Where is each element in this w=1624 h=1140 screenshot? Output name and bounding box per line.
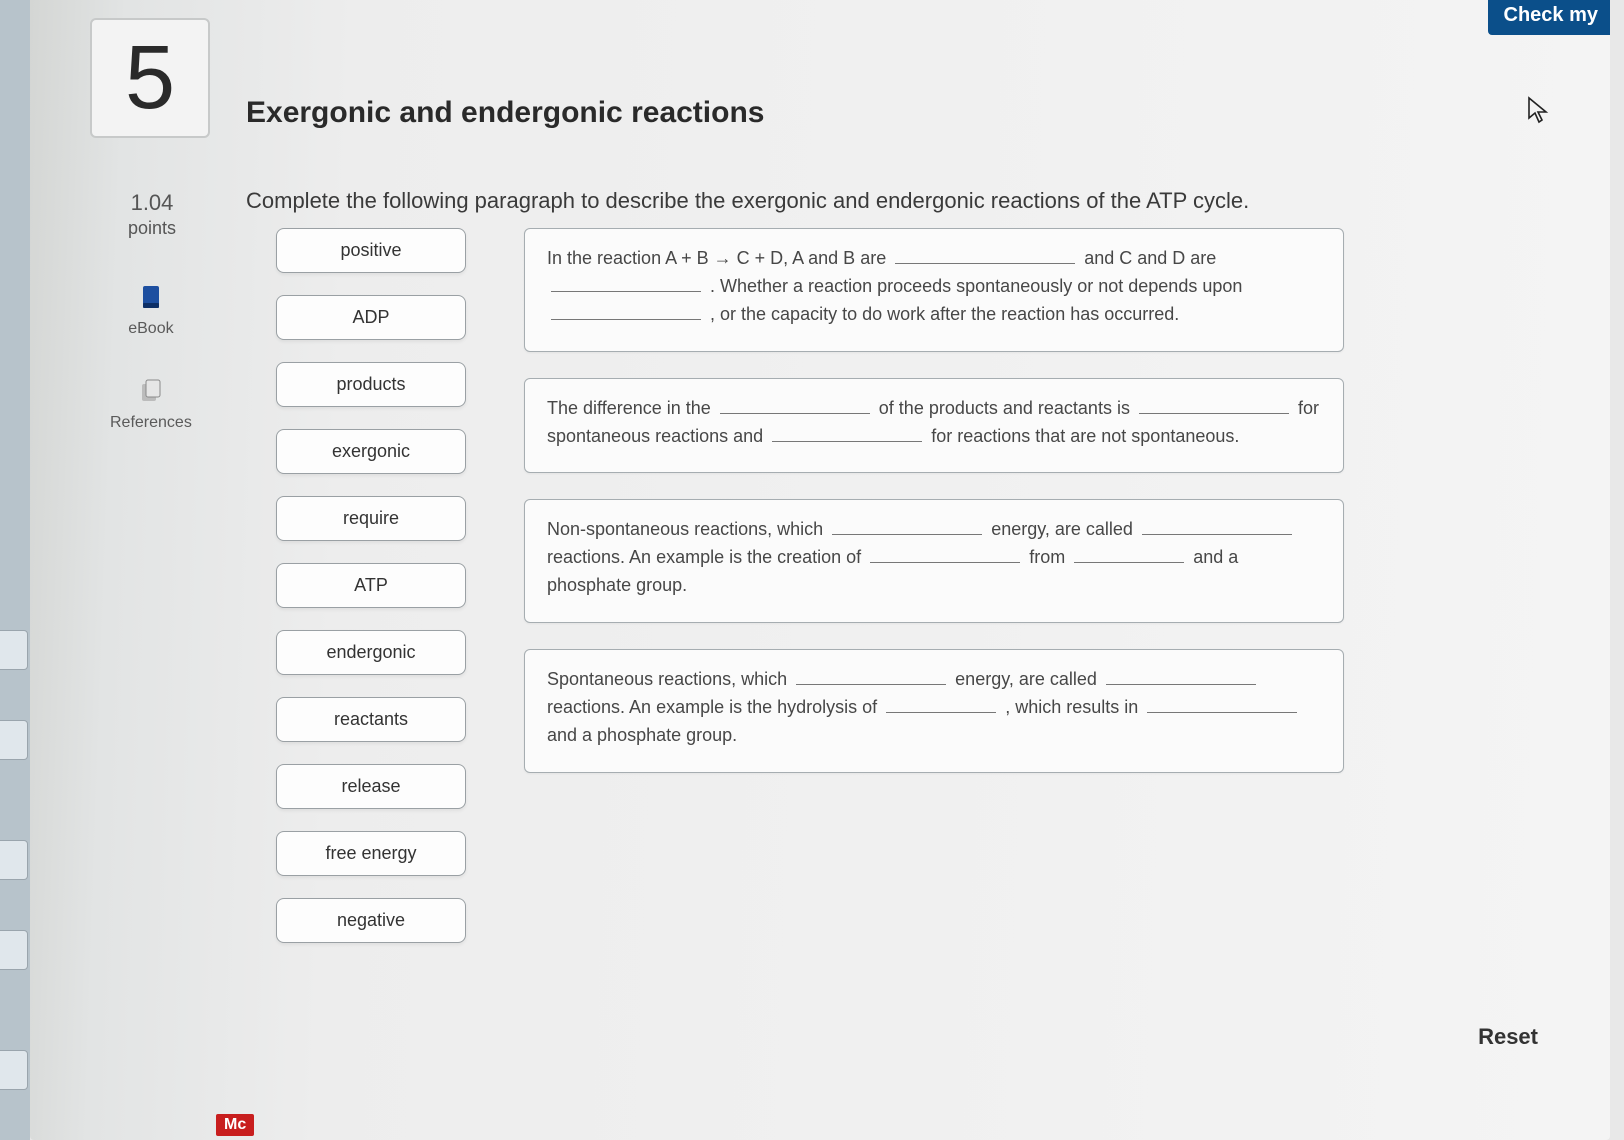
word-chip-atp[interactable]: ATP — [276, 563, 466, 608]
word-chip-endergonic[interactable]: endergonic — [276, 630, 466, 675]
points-value: 1.04 — [92, 190, 212, 216]
paragraph-column: In the reaction A + B → C + D, A and B a… — [524, 228, 1344, 773]
p4-t3: reactions. An example is the hydrolysis … — [547, 697, 882, 717]
word-chip-reactants[interactable]: reactants — [276, 697, 466, 742]
paragraph-3: Non-spontaneous reactions, which energy,… — [524, 499, 1344, 623]
p4-t1: Spontaneous reactions, which — [547, 669, 792, 689]
points-label: points — [92, 218, 212, 239]
book-icon — [134, 280, 168, 314]
question-page: Check my 5 Exergonic and endergonic reac… — [30, 0, 1610, 1140]
p2-t4: for reactions that are not spontaneous. — [931, 426, 1239, 446]
taskbar-fragment — [0, 1050, 28, 1090]
word-chip-require[interactable]: require — [276, 496, 466, 541]
word-chip-positive[interactable]: positive — [276, 228, 466, 273]
blank-p4-2[interactable] — [1106, 667, 1256, 685]
p1-t3: . Whether a reaction proceeds spontaneou… — [710, 276, 1242, 296]
resource-sidebar: eBook References — [110, 280, 192, 432]
points-block: 1.04 points — [92, 190, 212, 239]
p1-t2: and C and D are — [1084, 248, 1216, 268]
publisher-badge: Mc — [216, 1114, 254, 1136]
reset-button[interactable]: Reset — [1478, 1024, 1538, 1050]
p1-t4: , or the capacity to do work after the r… — [710, 304, 1179, 324]
word-chip-exergonic[interactable]: exergonic — [276, 429, 466, 474]
p2-t2: of the products and reactants is — [879, 398, 1135, 418]
blank-p4-4[interactable] — [1147, 695, 1297, 713]
blank-p3-2[interactable] — [1142, 517, 1292, 535]
pages-icon — [134, 374, 168, 408]
check-my-work-button[interactable]: Check my — [1488, 0, 1611, 35]
blank-p2-2[interactable] — [1139, 396, 1289, 414]
p3-t1: Non-spontaneous reactions, which — [547, 519, 828, 539]
word-bank: positive ADP products exergonic require … — [276, 228, 466, 943]
desktop-left-sliver — [0, 0, 30, 1140]
p4-t4: , which results in — [1005, 697, 1143, 717]
p4-t5: and a phosphate group. — [547, 725, 737, 745]
question-number-box: 5 — [90, 18, 210, 138]
word-chip-free-energy[interactable]: free energy — [276, 831, 466, 876]
ebook-link[interactable]: eBook — [128, 280, 173, 338]
blank-p3-1[interactable] — [832, 517, 982, 535]
references-link[interactable]: References — [110, 374, 192, 432]
ebook-label: eBook — [128, 320, 173, 338]
blank-p1-1[interactable] — [895, 246, 1075, 264]
blank-p1-2[interactable] — [551, 274, 701, 292]
p3-t2: energy, are called — [991, 519, 1138, 539]
word-chip-adp[interactable]: ADP — [276, 295, 466, 340]
cursor-icon — [1526, 96, 1550, 131]
word-chip-release[interactable]: release — [276, 764, 466, 809]
blank-p2-1[interactable] — [720, 396, 870, 414]
taskbar-fragment — [0, 930, 28, 970]
blank-p4-3[interactable] — [886, 695, 996, 713]
word-chip-negative[interactable]: negative — [276, 898, 466, 943]
blank-p3-4[interactable] — [1074, 545, 1184, 563]
instruction-text: Complete the following paragraph to desc… — [246, 188, 1249, 214]
taskbar-fragment — [0, 840, 28, 880]
taskbar-fragment — [0, 630, 28, 670]
question-title: Exergonic and endergonic reactions — [246, 96, 764, 130]
p2-t1: The difference in the — [547, 398, 716, 418]
p1-t1: In the reaction A + B → C + D, A and B a… — [547, 248, 891, 268]
question-number: 5 — [125, 27, 175, 130]
p3-t4: from — [1029, 547, 1070, 567]
taskbar-fragment — [0, 720, 28, 760]
p3-t3: reactions. An example is the creation of — [547, 547, 866, 567]
blank-p2-3[interactable] — [772, 424, 922, 442]
blank-p3-3[interactable] — [870, 545, 1020, 563]
references-label: References — [110, 414, 192, 432]
blank-p1-3[interactable] — [551, 302, 701, 320]
check-label: Check my — [1504, 4, 1599, 26]
paragraph-1: In the reaction A + B → C + D, A and B a… — [524, 228, 1344, 352]
word-chip-products[interactable]: products — [276, 362, 466, 407]
paragraph-4: Spontaneous reactions, which energy, are… — [524, 649, 1344, 773]
blank-p4-1[interactable] — [796, 667, 946, 685]
paragraph-2: The difference in the of the products an… — [524, 378, 1344, 474]
p4-t2: energy, are called — [955, 669, 1102, 689]
